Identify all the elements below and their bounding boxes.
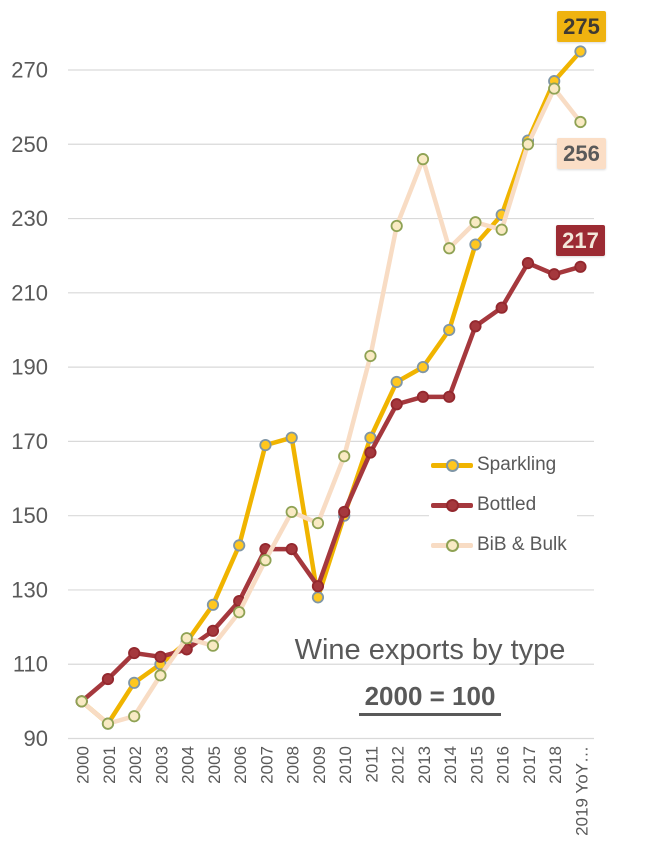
svg-text:190: 190 (11, 355, 48, 380)
svg-text:2009: 2009 (310, 746, 329, 784)
chart-title: Wine exports by type (294, 634, 566, 666)
svg-text:110: 110 (13, 652, 48, 677)
svg-text:2016: 2016 (494, 746, 513, 784)
svg-text:170: 170 (11, 429, 48, 454)
svg-text:2017: 2017 (520, 746, 539, 784)
svg-text:2002: 2002 (126, 746, 145, 784)
svg-text:230: 230 (11, 206, 48, 231)
svg-text:2000: 2000 (74, 746, 93, 784)
svg-text:2006: 2006 (231, 746, 250, 784)
value-badge-bottled: 217 (556, 225, 605, 256)
legend-item-sparkling: Sparkling (431, 445, 567, 485)
value-badge-bib-bulk: 256 (557, 138, 606, 169)
svg-text:2004: 2004 (179, 746, 198, 784)
chart-legend: Sparkling Bottled BiB & Bulk (429, 443, 577, 567)
svg-text:150: 150 (11, 503, 48, 528)
legend-label: Sparkling (477, 454, 557, 475)
svg-text:2001: 2001 (100, 746, 119, 784)
svg-text:130: 130 (11, 577, 48, 602)
legend-label: BiB & Bulk (477, 534, 567, 555)
chart-subtitle: 2000 = 100 (358, 681, 502, 716)
svg-text:2010: 2010 (336, 746, 355, 784)
svg-text:2007: 2007 (257, 746, 276, 784)
svg-text:2019 YoY…: 2019 YoY… (572, 746, 591, 836)
legend-item-bib-bulk: BiB & Bulk (431, 525, 567, 565)
sparkling-line-marker-icon (431, 458, 473, 472)
svg-text:2011: 2011 (362, 746, 381, 783)
svg-text:2014: 2014 (441, 746, 460, 784)
value-badge-sparkling: 275 (557, 11, 606, 42)
chart-subtitle-wrap: 2000 = 100 (215, 681, 645, 716)
svg-text:2015: 2015 (467, 746, 486, 784)
svg-text:2003: 2003 (152, 746, 171, 784)
legend-label: Bottled (477, 494, 537, 515)
svg-text:90: 90 (24, 726, 48, 751)
svg-text:2013: 2013 (415, 746, 434, 784)
svg-text:2008: 2008 (284, 746, 303, 784)
svg-text:2018: 2018 (546, 746, 565, 784)
svg-text:270: 270 (11, 58, 48, 83)
svg-text:210: 210 (11, 280, 48, 305)
bib-bulk-line-marker-icon (431, 538, 473, 552)
svg-text:2012: 2012 (389, 746, 408, 784)
bottled-line-marker-icon (431, 498, 473, 512)
svg-text:250: 250 (11, 132, 48, 157)
legend-item-bottled: Bottled (431, 485, 567, 525)
svg-text:2005: 2005 (205, 746, 224, 784)
